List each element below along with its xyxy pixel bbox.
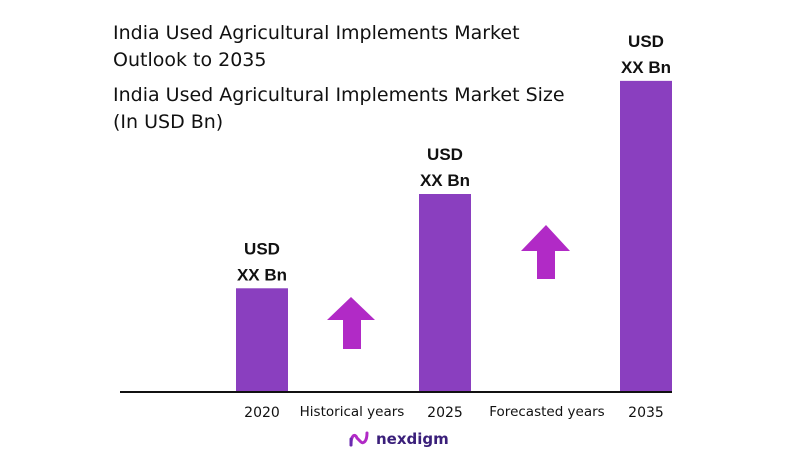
data-label-2025: XX Bn: [420, 171, 470, 190]
chart-subtitle: India Used Agricultural Implements Marke…: [113, 84, 565, 133]
bar-2035: [620, 80, 672, 392]
up-arrow-icon: [521, 225, 570, 279]
chart-title: India Used Agricultural Implements Marke…: [113, 22, 520, 71]
data-label-2020: XX Bn: [237, 265, 287, 284]
data-label-2035: XX Bn: [621, 58, 671, 77]
bar-2020: [236, 288, 288, 392]
bar-2025: [419, 194, 471, 392]
up-arrow-icon: [327, 297, 375, 349]
data-label-2035: USD: [628, 32, 664, 51]
period-label: Forecasted years: [489, 404, 604, 420]
logo-text: nexdigm: [376, 430, 449, 448]
data-label-2025: USD: [427, 145, 463, 164]
title-block: India Used Agricultural Implements Marke…: [113, 20, 593, 136]
x-tick-label-2035: 2035: [628, 405, 664, 421]
x-tick-label-2020: 2020: [244, 405, 280, 421]
period-label: Historical years: [300, 404, 405, 420]
nexdigm-logo-icon: [349, 431, 369, 447]
x-tick-label-2025: 2025: [427, 405, 463, 421]
data-label-2020: USD: [244, 239, 280, 258]
nexdigm-logo: nexdigm: [348, 430, 449, 448]
